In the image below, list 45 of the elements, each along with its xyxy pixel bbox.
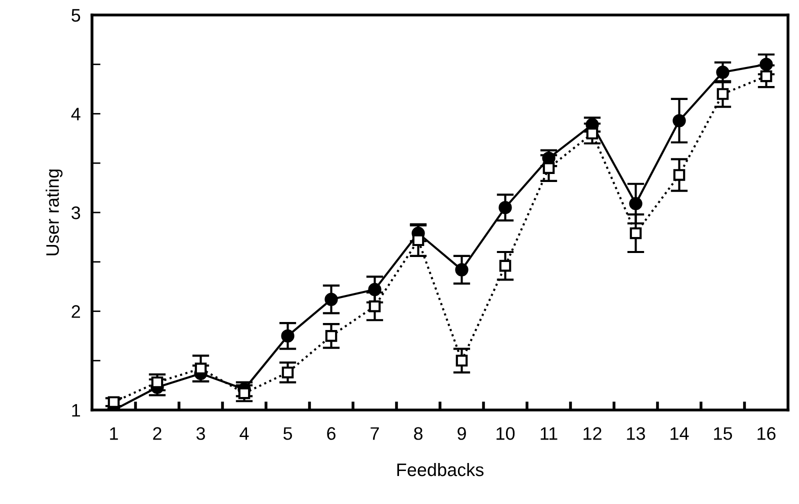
- point: [672, 114, 686, 128]
- point: [324, 292, 338, 306]
- x-tick-label: 7: [370, 427, 379, 440]
- point: [760, 70, 772, 82]
- y-tick-label: 4: [71, 108, 80, 120]
- y-tick-label: 5: [72, 9, 80, 22]
- point: [586, 128, 598, 140]
- point: [412, 234, 424, 246]
- point: [456, 354, 468, 367]
- point: [673, 169, 686, 181]
- x-tick-label: 14: [670, 427, 689, 440]
- x-tick-label: 12: [584, 427, 602, 440]
- x-tick-label: 4: [240, 427, 249, 440]
- point: [282, 366, 294, 378]
- x-tick-label: 13: [627, 427, 645, 440]
- x-tick-label: 1: [110, 427, 118, 440]
- x-tick-label: 6: [327, 427, 336, 440]
- point: [629, 197, 642, 210]
- point: [455, 263, 468, 276]
- y-tick-label: 3: [72, 206, 80, 220]
- point: [499, 260, 512, 272]
- point: [760, 58, 773, 71]
- x-tick-label: 11: [540, 427, 558, 440]
- point: [542, 162, 555, 174]
- point: [108, 396, 120, 408]
- point: [368, 282, 382, 296]
- point: [716, 88, 729, 100]
- point: [368, 300, 381, 312]
- x-tick-label: 10: [496, 427, 515, 440]
- point: [325, 330, 338, 342]
- x-tick-label: 2: [153, 427, 162, 440]
- y-axis-title: User rating: [46, 170, 63, 256]
- x-tick-label: 15: [714, 427, 732, 440]
- x-tick-label: 9: [458, 427, 466, 440]
- y-tick-label: 2: [72, 305, 80, 318]
- point: [281, 329, 294, 343]
- point: [630, 227, 642, 240]
- x-tick-label: 8: [414, 427, 422, 440]
- y-tick-label: 1: [72, 404, 80, 417]
- x-tick-label: 16: [758, 427, 776, 440]
- point: [716, 66, 730, 79]
- x-axis-title: Feedbacks: [397, 462, 484, 476]
- x-tick-label: 3: [196, 427, 205, 440]
- x-tick-label: 5: [283, 427, 292, 440]
- point: [498, 200, 512, 214]
